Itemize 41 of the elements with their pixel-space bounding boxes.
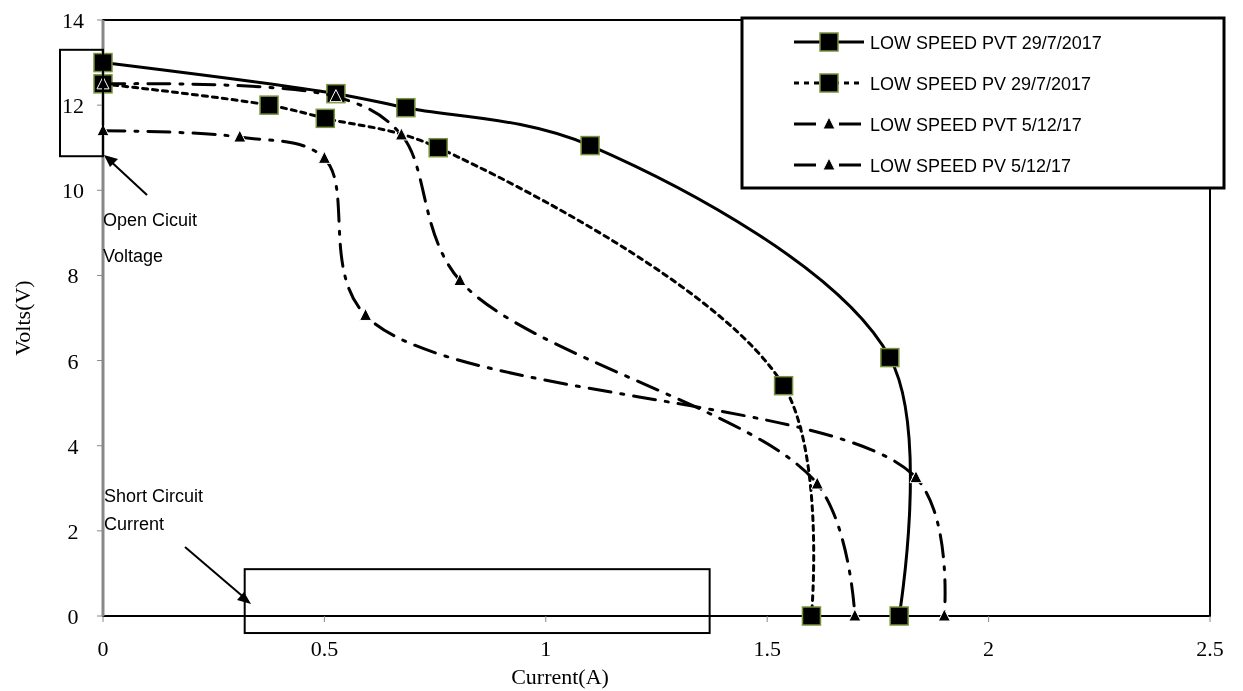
point — [773, 375, 794, 396]
y-tick-label: 8 — [67, 263, 79, 289]
annotation: Short Circuit Current — [104, 486, 204, 534]
point — [394, 127, 408, 141]
y-tick-label: 6 — [67, 348, 79, 374]
point — [453, 273, 467, 287]
x-tick-label: 2 — [983, 636, 995, 661]
x-tick-label: 0 — [97, 636, 109, 661]
point — [359, 307, 373, 321]
y-tick-label: 14 — [62, 8, 84, 33]
y-tick-label: 4 — [67, 433, 79, 459]
legend-label: LOW SPEED PVT 29/7/2017 — [870, 33, 1102, 53]
y-tick-label: 10 — [62, 178, 84, 204]
point — [909, 470, 923, 484]
y-tick-label: 0 — [67, 604, 79, 629]
point — [889, 606, 909, 626]
y-tick-label: 12 — [62, 93, 84, 119]
legend-label: LOW SPEED PVT 5/12/17 — [870, 115, 1082, 135]
point — [428, 137, 448, 158]
point — [93, 52, 113, 73]
point — [233, 129, 247, 143]
legend-label: LOW SPEED PV 5/12/17 — [870, 156, 1072, 176]
point — [315, 108, 336, 129]
point — [810, 476, 824, 490]
legend-label: LOW SPEED PV 29/7/2017 — [870, 74, 1092, 94]
x-tick-label: 2.5 — [1196, 636, 1224, 661]
point — [937, 608, 951, 622]
point — [259, 95, 279, 115]
point — [317, 150, 331, 164]
point — [880, 347, 900, 368]
point — [580, 135, 600, 156]
x-axis-title: Current(A) — [511, 664, 609, 689]
point — [396, 97, 416, 118]
x-tick-label: 0.5 — [310, 636, 339, 661]
y-tick-label: 2 — [67, 518, 79, 544]
x-tick-label: 1 — [540, 636, 552, 661]
annotation: Open Cicuit Voltage — [103, 210, 198, 266]
point — [801, 606, 822, 626]
point — [848, 608, 862, 622]
y-axis-title: Volts(V) — [10, 280, 35, 356]
x-tick-label: 1.5 — [753, 636, 781, 661]
